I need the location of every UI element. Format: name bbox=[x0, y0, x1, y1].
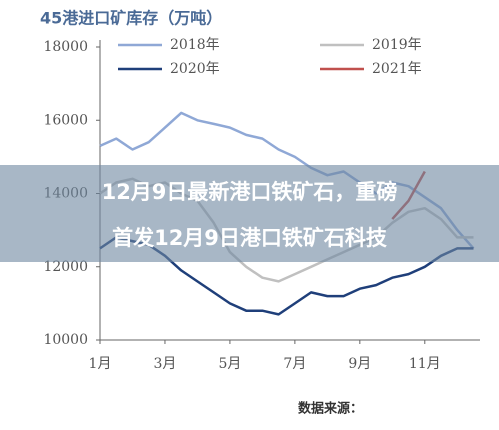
y-tick-label: 16000 bbox=[43, 112, 88, 128]
banner-text: 12月9日最新港口铁矿石，重磅 bbox=[102, 180, 398, 204]
source-label: 数据来源： bbox=[298, 401, 363, 417]
legend-label: 2018年 bbox=[170, 37, 220, 53]
x-tick-label: 7月 bbox=[283, 356, 306, 372]
y-tick-label: 12000 bbox=[43, 259, 88, 275]
x-tick-label: 11月 bbox=[409, 356, 441, 372]
chart-title: 45港进口矿库存（万吨） bbox=[40, 9, 222, 28]
x-tick-label: 1月 bbox=[89, 356, 112, 372]
y-tick-label: 10000 bbox=[43, 332, 88, 348]
banner-background bbox=[0, 165, 499, 262]
x-tick-label: 3月 bbox=[153, 356, 176, 372]
legend-label: 2020年 bbox=[170, 61, 220, 77]
x-tick-label: 9月 bbox=[348, 356, 371, 372]
legend-label: 2021年 bbox=[372, 61, 422, 77]
y-tick-label: 18000 bbox=[43, 39, 88, 55]
legend-label: 2019年 bbox=[372, 37, 422, 53]
x-tick-label: 5月 bbox=[218, 356, 241, 372]
banner-text: 首发12月9日港口铁矿石科技 bbox=[112, 226, 388, 250]
